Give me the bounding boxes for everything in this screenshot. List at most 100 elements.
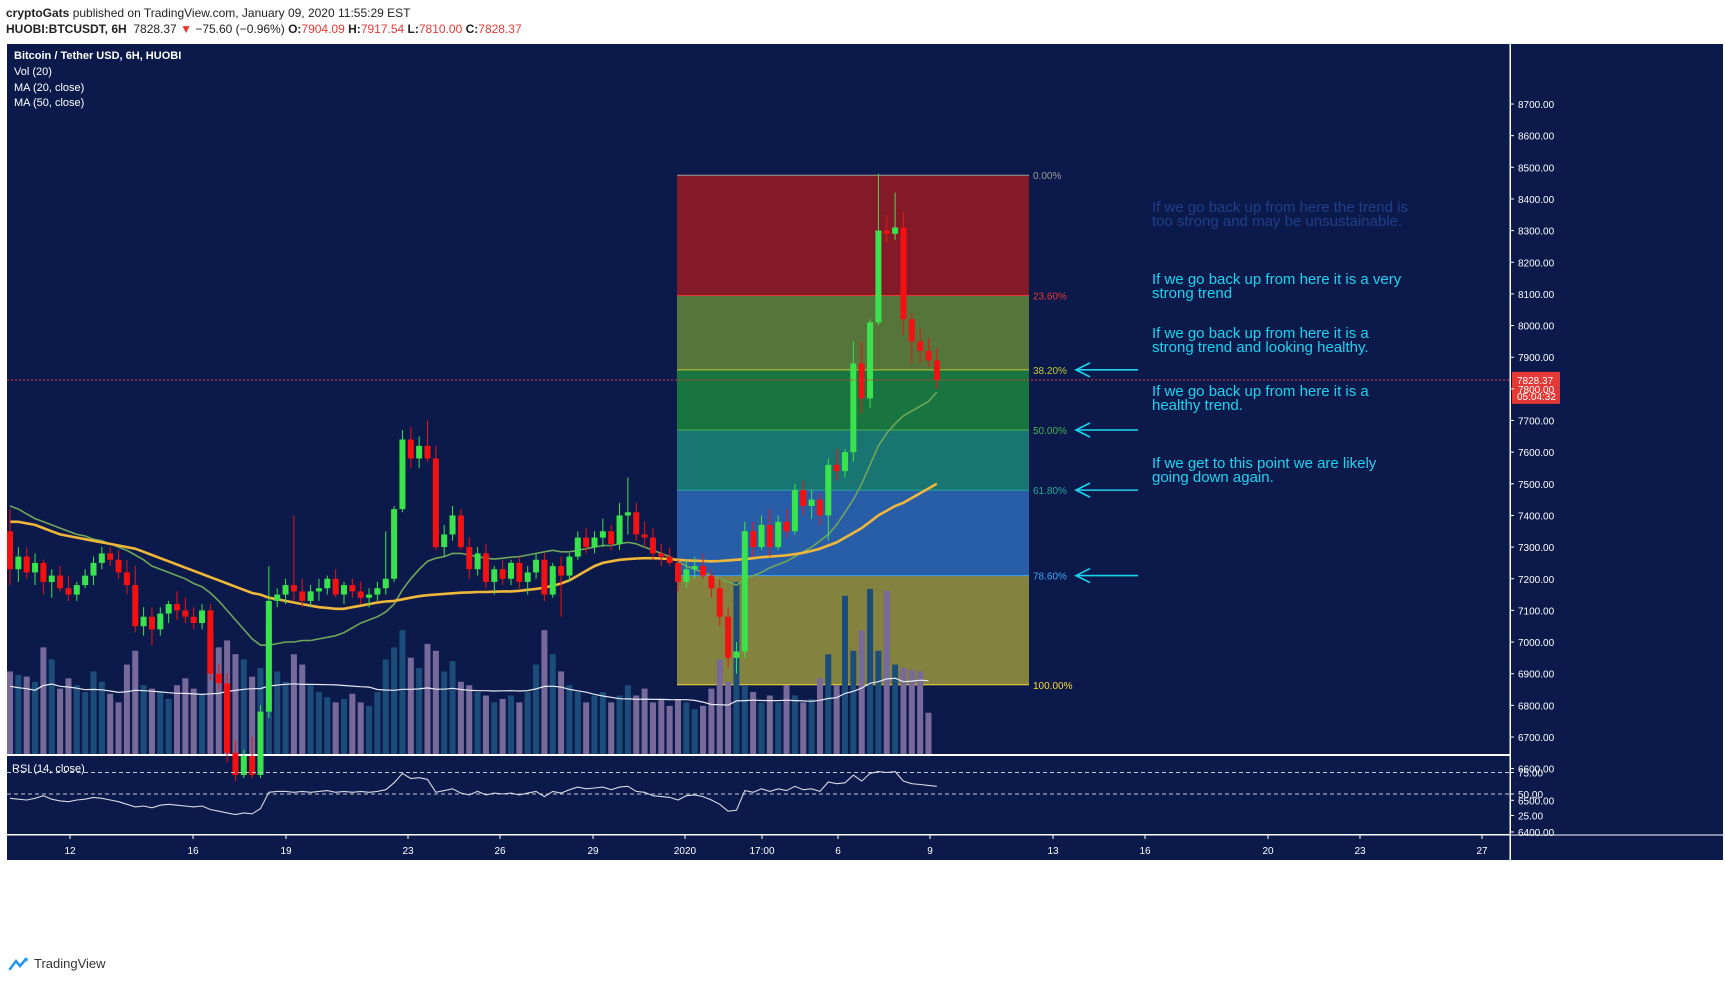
volume-bar — [482, 695, 489, 754]
volume-bar — [391, 647, 398, 754]
volume-bar — [624, 685, 631, 754]
volume-bar — [775, 702, 782, 754]
volume-bar — [98, 681, 105, 754]
time-tick-label: 17:00 — [749, 846, 774, 857]
volume-bar — [290, 654, 297, 754]
candle-body — [917, 341, 924, 351]
volume-bar — [148, 688, 155, 754]
candle-body — [123, 572, 130, 586]
candle-body — [432, 458, 439, 548]
candle-body — [232, 752, 239, 775]
volume-bar — [90, 671, 97, 754]
publisher-name[interactable]: cryptoGats — [6, 6, 70, 20]
candle-body — [165, 604, 172, 614]
volume-bar — [499, 698, 506, 754]
candle-body — [624, 512, 631, 516]
volume-bar — [892, 664, 899, 754]
candle-body — [666, 556, 673, 563]
volume-bar — [132, 650, 139, 754]
rsi-tick-label: 50.00 — [1518, 790, 1543, 801]
price-tick-label: 7500.00 — [1518, 480, 1555, 491]
chart-title: Bitcoin / Tether USD, 6H, HUOBI — [14, 50, 181, 62]
volume-bar — [466, 685, 473, 754]
volume-bar — [382, 659, 389, 754]
rsi-line — [9, 771, 937, 816]
candle-body — [733, 651, 740, 658]
volume-bar — [900, 668, 907, 754]
candle-body — [691, 566, 698, 570]
volume-bar — [549, 654, 556, 754]
volume-bar — [416, 668, 423, 754]
volume-bar — [315, 692, 322, 754]
time-tick-label: 12 — [64, 846, 76, 857]
volume-ma-line — [9, 677, 929, 706]
candle-body — [307, 591, 314, 601]
tradingview-logo-icon — [8, 957, 28, 970]
candle-body — [98, 553, 105, 563]
volume-bar — [883, 590, 890, 754]
volume-bar — [432, 650, 439, 754]
volume-bar — [524, 692, 531, 754]
volume-bar — [332, 702, 339, 754]
volume-bar — [925, 712, 932, 754]
volume-bar — [491, 702, 498, 754]
down-arrow-icon: ▼ — [180, 22, 192, 36]
volume-bar — [349, 693, 356, 754]
fib-level-label: 38.20% — [1033, 366, 1067, 377]
candle-body — [7, 531, 13, 570]
candle-body — [883, 230, 890, 234]
candle-body — [457, 515, 464, 548]
fib-level-label: 78.60% — [1033, 572, 1067, 583]
candle-body — [90, 562, 97, 576]
candle-body — [374, 588, 381, 595]
volume-bar — [516, 702, 523, 754]
volume-bar — [649, 702, 656, 754]
candle-body — [224, 683, 231, 753]
candle-body — [683, 569, 690, 582]
time-tick-label: 16 — [1139, 846, 1151, 857]
volume-bar — [875, 650, 882, 754]
price-tick-label: 7100.00 — [1518, 606, 1555, 617]
publish-line: cryptoGats published on TradingView.com,… — [6, 6, 410, 20]
arrow-left-icon — [1074, 567, 1091, 584]
candle-body — [491, 569, 498, 582]
candle-body — [583, 537, 590, 548]
candle-body — [282, 585, 289, 595]
candle-body — [73, 585, 80, 595]
volume-bar — [366, 705, 373, 754]
candle-body — [758, 524, 765, 548]
volume-bar — [23, 676, 30, 754]
candle-body — [566, 556, 573, 576]
time-axis-pane — [7, 835, 1510, 860]
tradingview-text: TradingView — [34, 956, 106, 971]
candle-body — [675, 562, 681, 582]
candle-body — [257, 711, 264, 775]
candle-body — [315, 588, 322, 592]
volume-bar — [40, 647, 47, 754]
candle-body — [574, 537, 581, 557]
volume-bar — [641, 688, 648, 754]
volume-bar — [15, 674, 22, 754]
time-tick-label: 19 — [280, 846, 292, 857]
candle-body — [48, 575, 55, 582]
volume-bar — [791, 695, 798, 754]
candle-body — [741, 531, 748, 652]
candle-body — [57, 575, 64, 589]
volume-bar — [65, 678, 72, 754]
candle-body — [816, 499, 823, 516]
volume-bar — [157, 692, 164, 754]
candle-body — [407, 439, 414, 459]
candle-body — [199, 610, 206, 624]
volume-bar — [591, 695, 598, 754]
candle-body — [299, 591, 306, 601]
candle-body — [833, 464, 840, 472]
volume-bar — [758, 702, 765, 754]
volume-bar — [850, 650, 857, 754]
tradingview-brand[interactable]: TradingView — [8, 956, 106, 971]
volume-bar — [616, 695, 623, 754]
ma20-line — [9, 391, 938, 647]
candle-body — [766, 524, 773, 548]
chart-area[interactable]: 0.00% 23.60% 38.20% 50.00% 61.80% 78.60% 100.0… — [0, 44, 1725, 950]
current-price-tag — [1512, 371, 1560, 388]
volume-bar — [474, 692, 481, 754]
